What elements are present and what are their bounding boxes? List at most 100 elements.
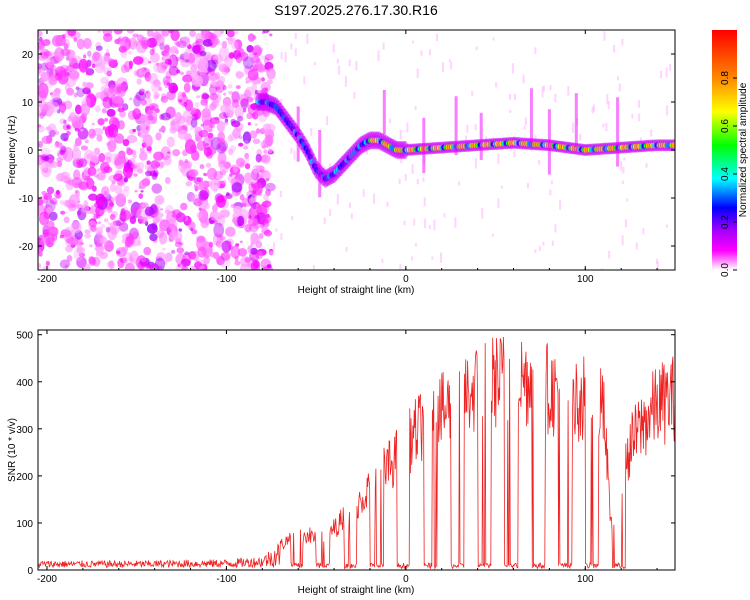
heat-cell [176, 69, 181, 74]
heat-cell [121, 246, 129, 253]
heat-cell [220, 251, 231, 261]
heat-cell [200, 99, 208, 106]
heat-cell [40, 233, 51, 244]
heat-cell [441, 62, 444, 73]
heat-cell [450, 61, 453, 70]
heat-cell [258, 233, 264, 240]
colorbar-tick-label: 0.6 [720, 119, 731, 133]
heat-cell [170, 118, 181, 132]
heat-cell [602, 123, 605, 128]
heat-cell [217, 222, 222, 228]
heat-cell [428, 225, 431, 229]
heat-cell [60, 132, 69, 142]
heat-cell [638, 100, 641, 108]
heat-cell [48, 211, 58, 221]
heat-cell [153, 151, 164, 161]
heat-cell [198, 129, 209, 138]
heat-cell [349, 202, 352, 208]
heat-cell [135, 91, 147, 101]
heat-cell [97, 133, 101, 138]
heat-cell [237, 247, 248, 257]
heat-cell [120, 189, 130, 198]
heat-cell [179, 263, 183, 268]
heat-cell [164, 176, 171, 184]
heat-cell [48, 160, 58, 169]
heat-cell [227, 84, 233, 89]
heat-cell [216, 232, 220, 237]
heat-cell [132, 153, 137, 159]
heat-cell [238, 142, 244, 147]
heat-cell [244, 163, 251, 170]
heat-cell [197, 77, 202, 82]
heat-cell [194, 101, 200, 109]
heat-cell [621, 180, 624, 184]
heat-cell [107, 139, 117, 153]
heat-cell [85, 65, 90, 70]
heat-cell [338, 65, 341, 75]
heat-cell [74, 137, 82, 147]
heat-cell [267, 148, 273, 154]
heat-cell [559, 199, 562, 210]
heat-cell [119, 110, 126, 118]
heat-cell [542, 241, 545, 246]
heat-cell [389, 118, 392, 124]
heat-cell [97, 221, 102, 225]
heat-cell [219, 236, 227, 241]
heat-cell [84, 229, 91, 234]
heat-cell [91, 51, 103, 67]
heat-cell [38, 99, 47, 113]
heat-cell [201, 93, 210, 100]
heat-cell [232, 99, 238, 104]
heat-cell [412, 40, 415, 44]
heat-cell [246, 44, 254, 53]
heat-cell [40, 72, 50, 82]
spectrogram-y-tick-label: 0 [27, 146, 33, 157]
heat-cell [185, 181, 193, 187]
heat-cell [613, 45, 616, 53]
heat-cell [179, 71, 185, 76]
heat-cell [153, 79, 161, 88]
heat-cell [247, 33, 255, 42]
heat-cell [549, 189, 552, 196]
heat-cell [105, 156, 112, 164]
heat-cell [157, 212, 164, 218]
heat-cell [464, 135, 467, 144]
heat-cell [210, 36, 216, 45]
heat-cell [189, 265, 197, 270]
heat-cell [329, 163, 332, 168]
heat-cell [129, 215, 137, 225]
heat-cell [275, 228, 278, 232]
heat-cell [440, 252, 443, 263]
heat-cell [280, 52, 283, 60]
heat-cell [243, 139, 249, 148]
heat-cell [160, 112, 172, 121]
heat-cell [152, 239, 158, 243]
heat-cell [209, 102, 217, 111]
heat-cell [244, 152, 249, 160]
heat-cell [43, 192, 53, 201]
heat-cell [60, 210, 66, 215]
spectrogram-x-tick-label: -200 [37, 274, 57, 285]
heat-cell [78, 241, 85, 246]
heat-cell [170, 249, 176, 254]
heat-cell [213, 53, 223, 65]
heat-cell [55, 193, 61, 199]
heat-cell [591, 106, 594, 114]
heat-cell [323, 217, 326, 225]
heat-cell [153, 94, 159, 100]
heat-cell [579, 133, 582, 141]
heat-cell [129, 250, 139, 264]
heat-cell [211, 99, 220, 108]
heat-cell [49, 99, 54, 103]
heat-cell [128, 112, 133, 118]
heat-cell [239, 240, 243, 244]
heat-cell [144, 90, 151, 99]
heat-cell [224, 118, 229, 123]
heat-cell [250, 194, 257, 203]
heat-cell [671, 142, 675, 149]
heat-cell [381, 258, 384, 264]
heat-cell [607, 101, 610, 109]
heat-cell [497, 153, 500, 165]
snr-panel: -200 -100 0 100 0 100 200 300 400 500 Height of s… [7, 329, 676, 596]
